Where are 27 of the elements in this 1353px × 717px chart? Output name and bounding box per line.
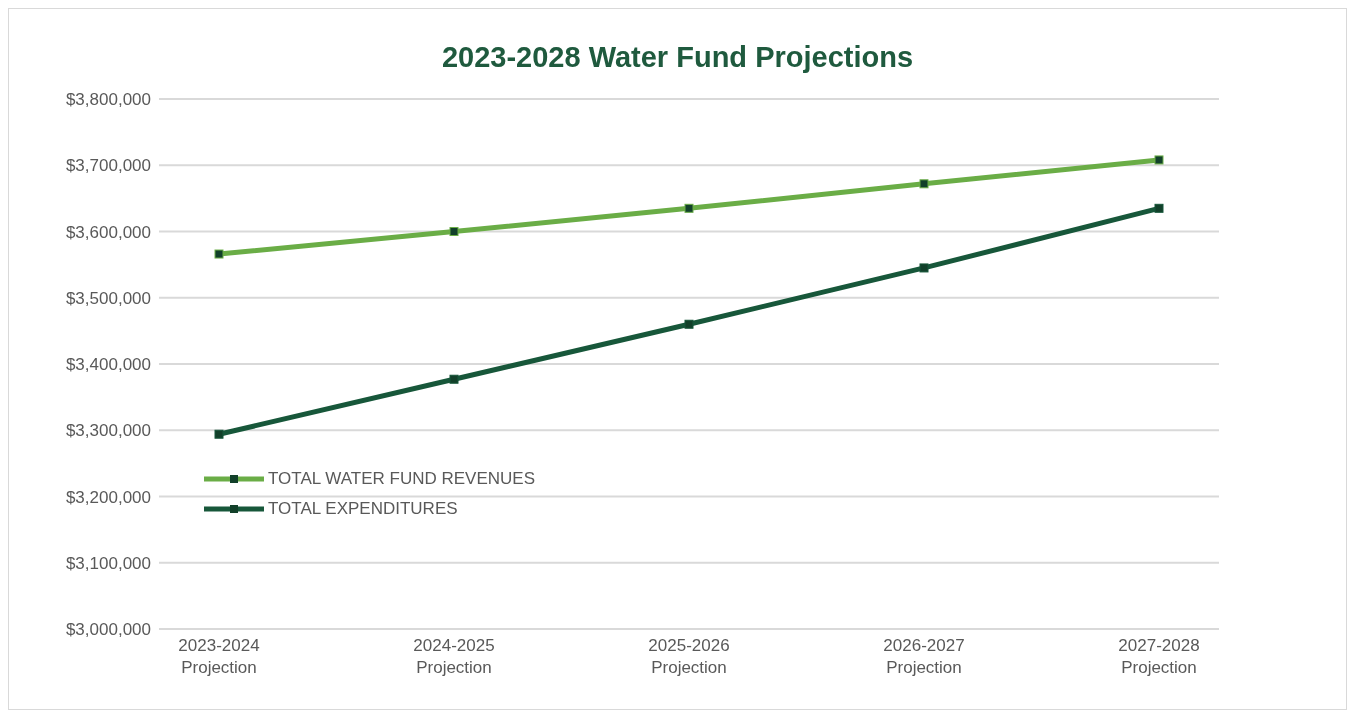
y-tick-label: $3,300,000 (65, 421, 151, 441)
x-tick-label: 2024-2025 Projection (413, 636, 495, 677)
point (684, 203, 694, 213)
x-tick-label: 2026-2027 Projection (883, 636, 965, 677)
point (684, 319, 694, 329)
point (1154, 155, 1164, 165)
point (919, 263, 929, 273)
legend-label: TOTAL WATER FUND REVENUES (268, 469, 535, 489)
y-tick-label: $3,700,000 (65, 156, 151, 176)
x-tick-label: 2023-2024 Projection (178, 636, 260, 677)
y-tick-label: $3,800,000 (65, 90, 151, 110)
legend-label: TOTAL EXPENDITURES (268, 499, 458, 519)
y-tick-label: $3,400,000 (65, 355, 151, 375)
y-tick-label: $3,000,000 (65, 620, 151, 640)
point (1154, 203, 1164, 213)
point (214, 249, 224, 259)
point (449, 227, 459, 236)
y-tick-label: $3,200,000 (65, 487, 151, 507)
y-tick-label: $3,100,000 (65, 553, 151, 573)
point (449, 374, 459, 384)
y-tick-label: $3,600,000 (65, 222, 151, 242)
point (214, 429, 224, 439)
x-tick-label: 2027-2028 Projection (1118, 636, 1200, 677)
point (919, 179, 929, 189)
x-tick-label: 2025-2026 Projection (648, 636, 730, 677)
chart-title: 2023-2028 Water Fund Projections (440, 40, 915, 75)
y-tick-label: $3,500,000 (65, 288, 151, 308)
